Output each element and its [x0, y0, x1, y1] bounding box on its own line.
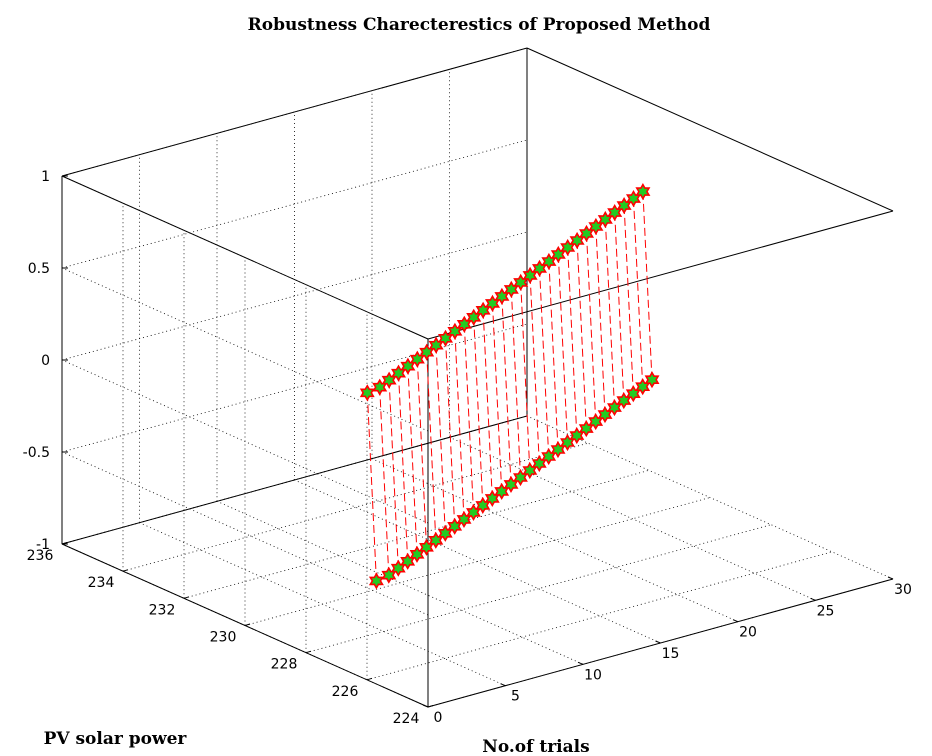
data-point	[635, 182, 651, 201]
box-edge	[61, 415, 528, 545]
series-line	[586, 233, 597, 422]
grid-floor-y	[305, 524, 772, 654]
y-tick-mark	[183, 596, 190, 599]
series-line	[520, 282, 531, 471]
grid-lines	[61, 47, 894, 708]
y-tick-label: 236	[27, 548, 54, 564]
chart-title: Robustness Charecterestics of Proposed M…	[248, 15, 711, 35]
x-tick-label: 20	[739, 625, 757, 641]
x-tick-label: 5	[511, 689, 520, 705]
grid-side-z	[61, 267, 429, 432]
x-tick-mark	[422, 704, 429, 708]
series-line	[482, 310, 493, 499]
x-tick-mark	[732, 619, 739, 623]
x-tick-label: 0	[434, 710, 443, 726]
series-line	[426, 352, 437, 541]
series-line	[604, 219, 615, 408]
y-tick-label: 232	[149, 602, 176, 618]
z-tick-label: 0.5	[28, 261, 50, 277]
series-line	[576, 240, 587, 429]
z-tick-label: 0	[41, 353, 50, 369]
y-tick-label: 228	[271, 657, 298, 673]
data-point	[359, 384, 375, 402]
series-line	[567, 247, 578, 436]
y-tick-label: 226	[332, 684, 359, 700]
z-tick-label: -0.5	[23, 445, 50, 461]
y-tick-mark	[366, 677, 373, 681]
series-line	[557, 254, 568, 443]
grid-floor-x	[449, 436, 816, 601]
series-line	[595, 226, 606, 415]
series-line	[407, 366, 418, 555]
box-edge	[526, 47, 894, 212]
grid-floor-y	[244, 497, 711, 626]
x-tick-mark	[887, 576, 894, 580]
series-line	[510, 289, 521, 478]
grid-side-z	[61, 359, 429, 524]
grid-floor-y	[183, 469, 650, 599]
series-line	[388, 380, 399, 569]
tick-labels: 051015202530224226228230232234236-1-0.50…	[23, 169, 912, 727]
series-line	[623, 205, 634, 394]
x-tick-label: 15	[662, 646, 680, 662]
x-tick-mark	[577, 661, 584, 665]
series-line	[501, 296, 512, 485]
series-line	[445, 338, 456, 527]
series-line	[529, 275, 540, 464]
x-tick-label: 30	[894, 582, 912, 598]
series-line	[454, 331, 465, 520]
series-line	[473, 317, 484, 506]
y-tick-label: 230	[210, 630, 237, 646]
grid-floor-x	[371, 458, 739, 623]
x-tick-mark	[655, 640, 661, 644]
box-edge	[61, 47, 528, 177]
series-line	[642, 191, 653, 380]
y-tick-label: 224	[393, 711, 420, 727]
grid-side-z	[61, 451, 429, 616]
y-tick-mark	[122, 569, 129, 572]
y-axis-label: PV solar power	[44, 729, 188, 749]
x-tick-label: 10	[584, 667, 602, 683]
grid-back-z	[61, 139, 528, 269]
data-markers	[359, 182, 660, 590]
series-line	[379, 387, 390, 576]
grid-back-z	[61, 231, 528, 361]
x-tick-mark	[810, 597, 816, 601]
box-edge	[61, 175, 429, 340]
grid-back-z	[61, 323, 528, 453]
series-line	[614, 212, 625, 401]
series-line	[548, 261, 559, 450]
y-tick-mark	[427, 705, 434, 708]
data-point	[644, 371, 660, 389]
series-line	[463, 324, 474, 513]
y-tick-mark	[244, 623, 251, 626]
series-lines	[366, 191, 653, 581]
x-axis-label: No.of trials	[482, 737, 589, 756]
series-line	[492, 303, 503, 492]
data-point	[368, 572, 384, 590]
x-tick-mark	[500, 683, 506, 687]
series-line	[398, 373, 409, 562]
series-line	[416, 359, 427, 548]
grid-floor-y	[366, 551, 833, 681]
y-tick-label: 234	[88, 575, 115, 591]
axes-box	[61, 47, 894, 708]
series-line	[435, 345, 446, 534]
grid-floor-x	[526, 415, 894, 580]
series-line	[539, 268, 550, 457]
grid-floor-y	[122, 442, 589, 572]
z-tick-label: 1	[41, 169, 50, 185]
box-edge	[427, 210, 894, 340]
series-line	[366, 392, 377, 581]
series-line	[633, 198, 644, 387]
grid-floor-x	[294, 479, 661, 644]
z-tick-label: -1	[36, 537, 50, 553]
x-tick-label: 25	[817, 603, 835, 619]
y-tick-mark	[305, 650, 312, 654]
